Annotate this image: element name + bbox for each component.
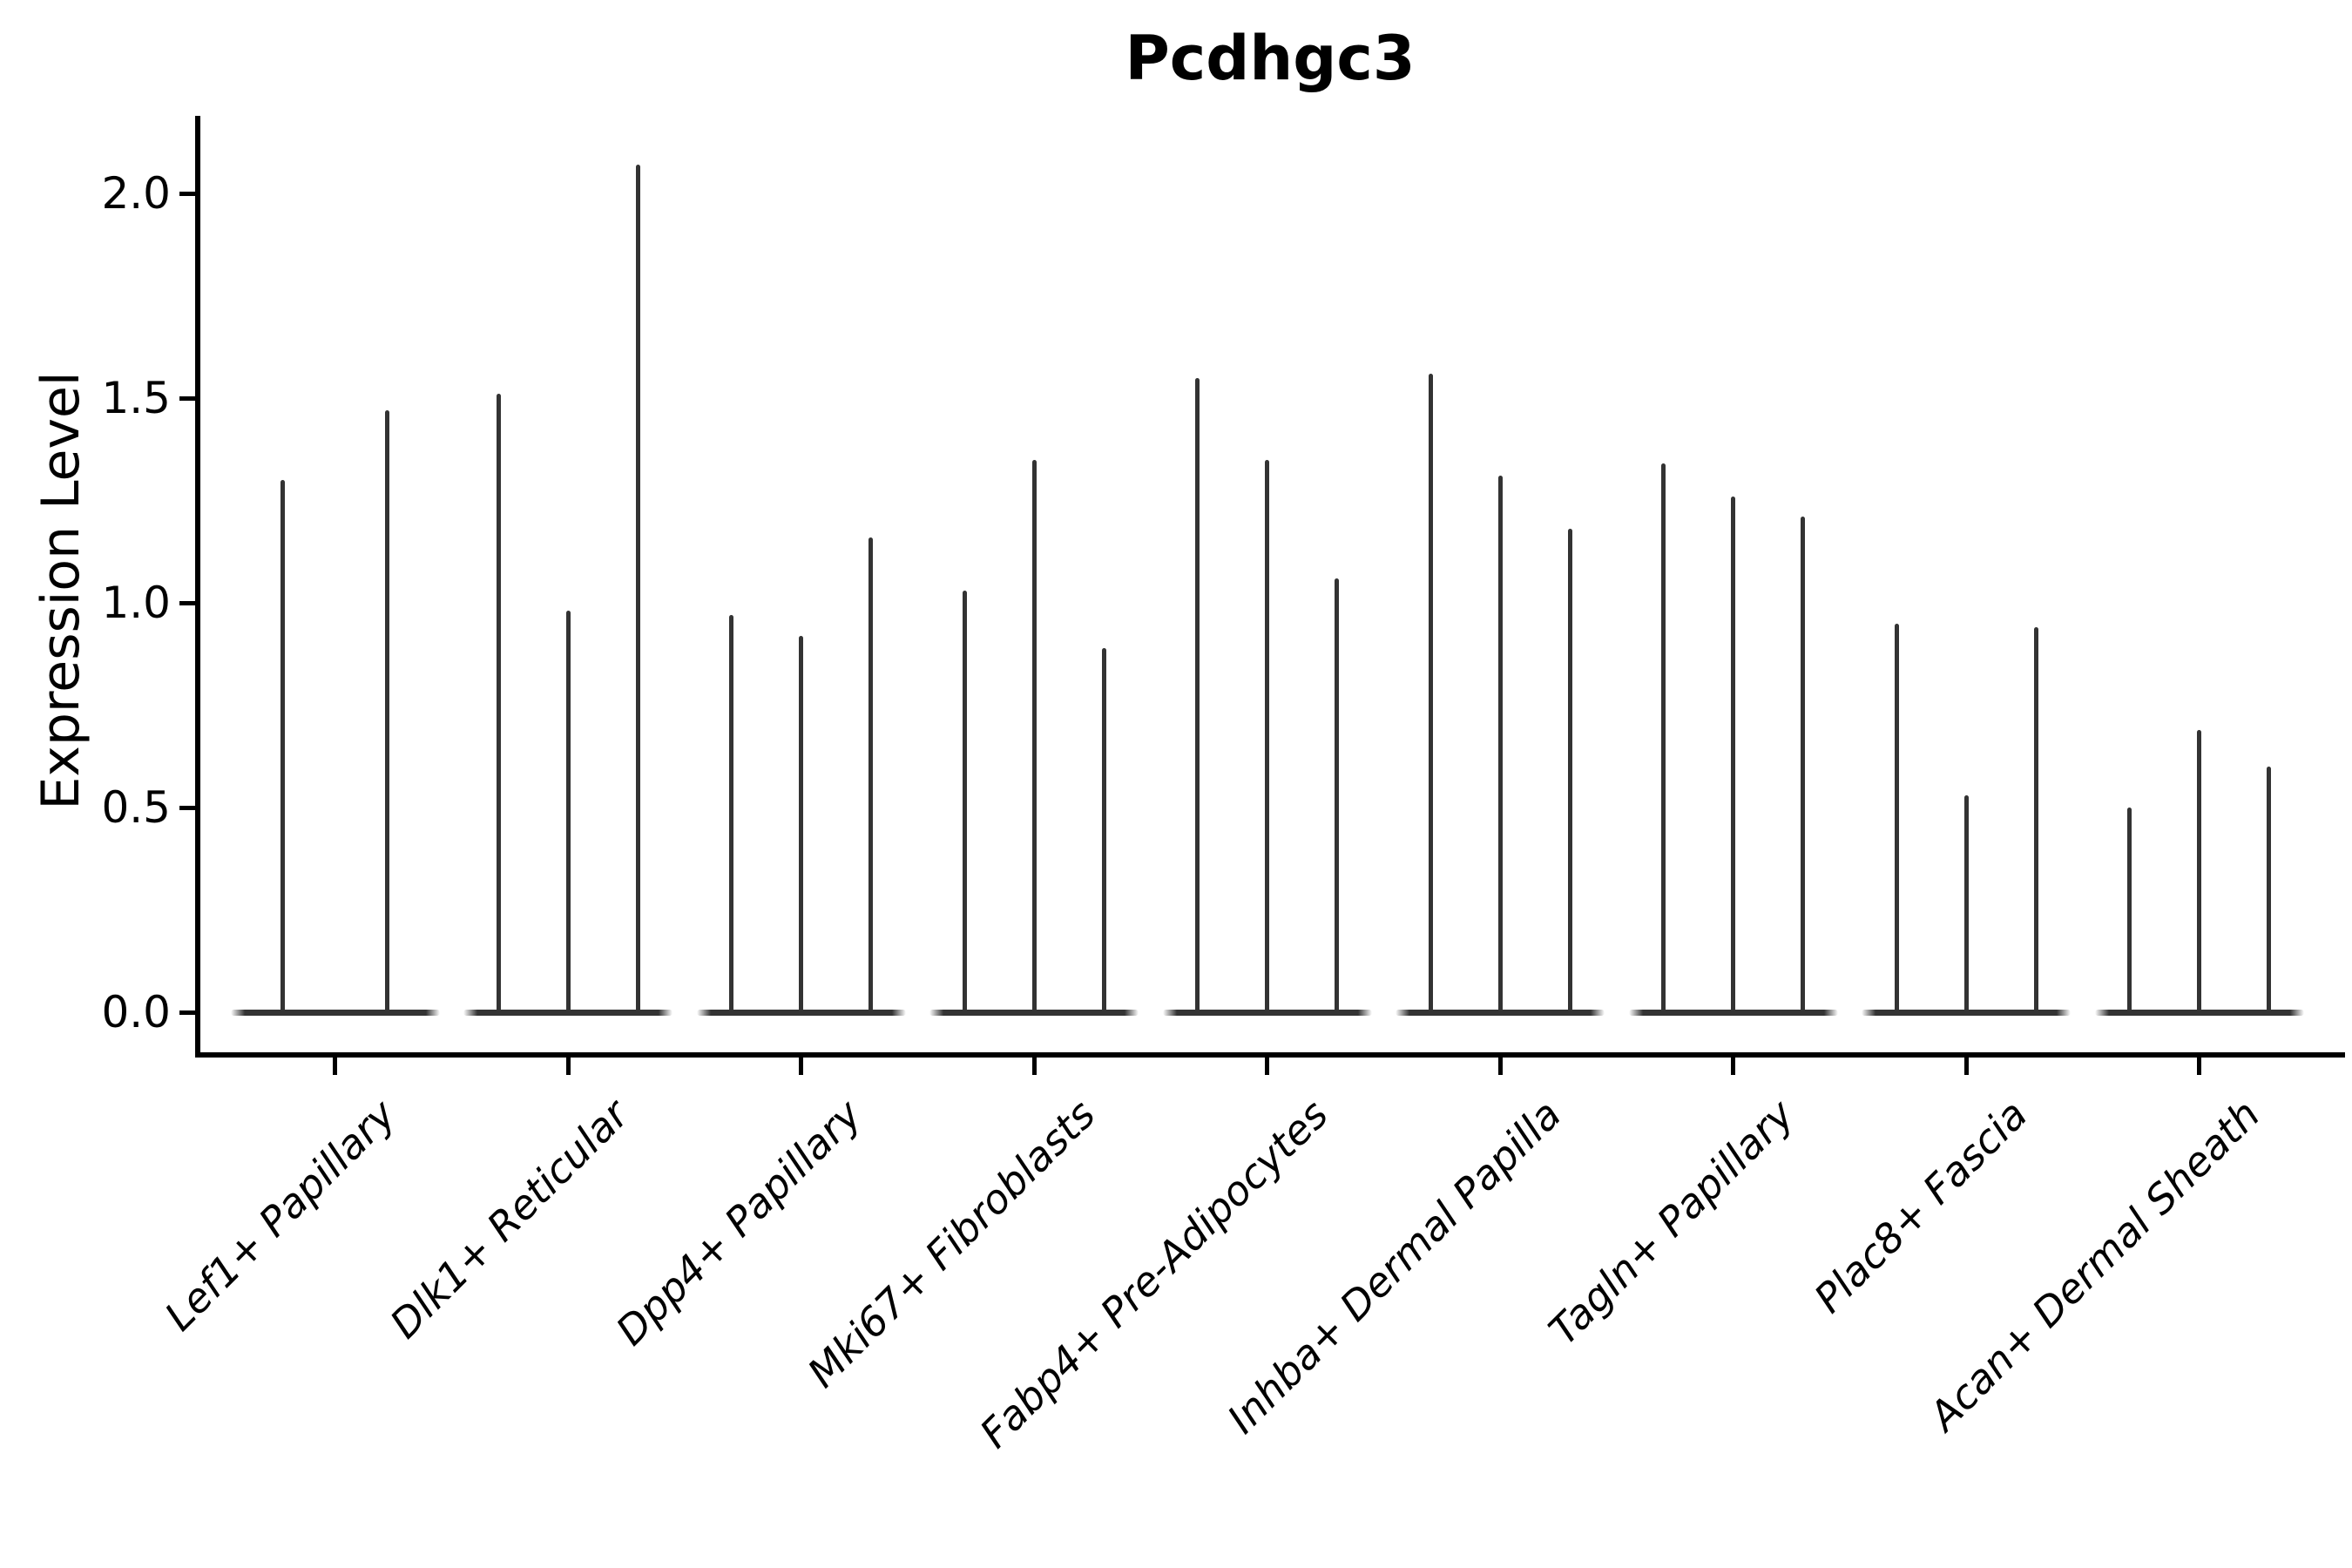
y-axis-spine xyxy=(195,116,200,1058)
violin-spike xyxy=(280,480,285,1012)
y-tick-label: 1.0 xyxy=(101,578,171,628)
y-tick-label: 0.0 xyxy=(101,987,171,1037)
violin-base xyxy=(929,1009,1139,1016)
y-tick-mark xyxy=(179,600,197,605)
x-tick-mark xyxy=(565,1058,571,1075)
y-tick-mark xyxy=(179,395,197,401)
x-tick-mark xyxy=(799,1058,803,1075)
violin-spike xyxy=(635,165,640,1012)
violin-spike xyxy=(1497,476,1503,1012)
violin-spike xyxy=(1801,517,1805,1012)
violin-base xyxy=(2094,1009,2304,1016)
violin-spike xyxy=(1335,578,1339,1012)
violin-spike xyxy=(385,410,389,1012)
violin-spike xyxy=(2033,627,2038,1012)
violin-base xyxy=(696,1009,906,1016)
y-tick-mark xyxy=(179,1010,197,1015)
violin-spike xyxy=(1265,459,1269,1012)
plot-title: Pcdhgc3 xyxy=(1125,23,1416,94)
violin-spike xyxy=(565,611,571,1012)
violin-base xyxy=(463,1009,672,1016)
violin-base xyxy=(1628,1009,1838,1016)
violin-spike xyxy=(799,635,803,1012)
y-tick-label: 0.5 xyxy=(101,782,171,833)
x-tick-mark xyxy=(1031,1058,1037,1075)
violin-spike xyxy=(1567,529,1572,1012)
violin-spike xyxy=(2197,729,2201,1012)
violin-base xyxy=(1396,1009,1605,1016)
y-tick-label: 2.0 xyxy=(101,168,171,219)
violin-spike xyxy=(962,590,967,1012)
x-tick-mark xyxy=(1963,1058,1969,1075)
y-tick-mark xyxy=(179,191,197,196)
violin-base xyxy=(230,1009,440,1016)
violin-spike xyxy=(1731,496,1735,1012)
violin-spike xyxy=(1661,463,1666,1012)
violin-base xyxy=(1862,1009,2071,1016)
x-tick-label: Plac8+ Fascia xyxy=(1804,1091,2037,1322)
violin-spike xyxy=(496,394,501,1012)
violin-spike xyxy=(1894,623,1899,1012)
x-tick-label: Lef1+ Papillary xyxy=(155,1091,405,1340)
x-tick-mark xyxy=(1497,1058,1503,1075)
violin-spike xyxy=(2267,767,2271,1012)
violin-spike xyxy=(729,615,733,1012)
y-tick-mark xyxy=(179,805,197,810)
x-tick-mark xyxy=(2197,1058,2201,1075)
violin-spike xyxy=(1428,373,1433,1012)
violin-spike xyxy=(1195,377,1200,1012)
x-tick-mark xyxy=(333,1058,337,1075)
violin-spike xyxy=(2127,808,2132,1012)
x-axis-spine xyxy=(195,1052,2345,1058)
x-tick-label: Tagln+ Papillary xyxy=(1539,1091,1803,1355)
violin-spike xyxy=(1031,459,1037,1012)
x-tick-label: Dlk1+ Reticular xyxy=(381,1091,639,1348)
y-tick-label: 1.5 xyxy=(101,373,171,423)
x-tick-mark xyxy=(1731,1058,1735,1075)
violin-spike xyxy=(1101,647,1106,1012)
violin-base xyxy=(1162,1009,1372,1016)
violin-spike xyxy=(868,537,873,1012)
violin-spike xyxy=(1963,794,1969,1012)
x-tick-label: Dpp4+ Papillary xyxy=(607,1091,871,1355)
x-tick-mark xyxy=(1265,1058,1269,1075)
